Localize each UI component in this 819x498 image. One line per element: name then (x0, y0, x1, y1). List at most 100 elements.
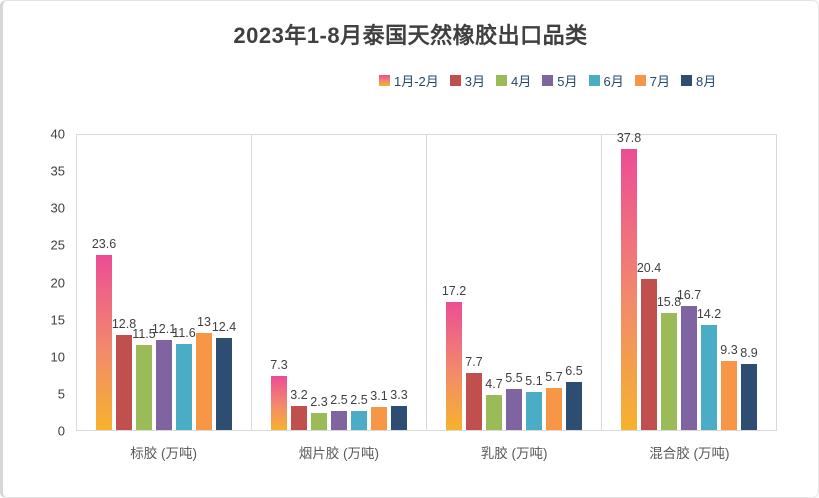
bar-value-label: 3.1 (370, 388, 388, 403)
legend-item-8月[interactable]: 8月 (680, 71, 716, 90)
bar-8月 (741, 363, 757, 430)
bar-value-label: 12.1 (151, 322, 177, 337)
legend-label: 3月 (464, 74, 486, 89)
bar-5月 (331, 411, 347, 430)
bar-slot: 3.3 (390, 135, 408, 430)
bar-value-label: 2.3 (310, 394, 328, 409)
bar-1月-2月 (621, 149, 637, 430)
bar-value-label: 23.6 (91, 236, 117, 251)
legend-label: 7月 (649, 74, 670, 89)
y-tick-label: 30 (50, 200, 65, 216)
bar-slot: 2.3 (310, 135, 328, 430)
category-band: 7.3 3.2 2.3 2.5 2.5 3.1 3.3 (252, 135, 427, 430)
bar-6月 (526, 392, 542, 430)
bar-value-label: 13 (197, 315, 211, 330)
legend-item-3月[interactable]: 3月 (449, 71, 486, 90)
bar-value-label: 11.6 (172, 325, 196, 340)
chart-title: 2023年1-8月泰国天然橡胶出口品类 (233, 23, 588, 48)
legend-label: 5月 (557, 74, 578, 89)
bar-value-label: 3.3 (390, 387, 408, 402)
bar-6月 (351, 411, 367, 430)
legend-label: 4月 (511, 74, 532, 89)
bar-group: 7.3 3.2 2.3 2.5 2.5 3.1 3.3 (252, 135, 426, 430)
bar-3月 (116, 334, 132, 430)
bar-slot: 23.6 (92, 135, 116, 430)
legend-item-1月-2月[interactable]: 1月-2月 (379, 71, 439, 90)
bar-5月 (156, 340, 172, 430)
legend-item-4月[interactable]: 4月 (496, 71, 531, 90)
bar-3月 (466, 372, 482, 430)
bar-slot: 11.5 (132, 135, 156, 430)
bar-slot: 12.4 (212, 135, 236, 430)
bar-slot: 3.1 (370, 135, 388, 430)
category-label: 混合胶 (万吨) (649, 446, 730, 461)
bar-value-label: 8.9 (740, 345, 758, 360)
y-tick-label: 20 (50, 275, 65, 290)
bar-slot: 4.7 (485, 135, 503, 430)
category-label: 标胶 (万吨) (130, 446, 197, 461)
bar-6月 (176, 343, 192, 430)
bar-value-label: 3.2 (290, 388, 308, 403)
bar-slot: 37.8 (617, 131, 641, 430)
bar-1月-2月 (96, 254, 112, 430)
y-tick-label: 10 (50, 349, 65, 365)
bar-value-label: 12.4 (211, 319, 237, 334)
bar-value-label: 12.8 (111, 316, 137, 331)
legend-swatch-icon (588, 75, 600, 86)
legend-item-6月[interactable]: 6月 (588, 71, 624, 90)
bar-value-label: 4.7 (485, 377, 503, 392)
legend-label: 1月-2月 (394, 74, 439, 89)
bar-7月 (371, 406, 387, 430)
bar-1月-2月 (446, 302, 462, 430)
bar-value-label: 6.5 (565, 363, 583, 378)
legend-swatch-icon (496, 75, 508, 86)
bar-4月 (136, 344, 152, 430)
y-tick-label: 5 (57, 386, 65, 402)
bar-slot: 11.6 (172, 135, 196, 430)
bar-slot: 12.8 (112, 135, 136, 430)
plot-area: 23.6 12.8 11.5 12.1 11.6 13 12.4 7.3 3.2 2.3 2.5 2.… (76, 131, 777, 431)
bar-slot: 16.7 (677, 135, 701, 430)
bar-slot: 5.7 (545, 135, 563, 430)
bar-value-label: 20.4 (636, 260, 662, 275)
bar-slot: 5.1 (525, 135, 543, 430)
bar-8月 (216, 337, 232, 430)
bar-slot: 2.5 (350, 135, 368, 430)
bar-8月 (566, 381, 582, 430)
category-label: 烟片胶 (万吨) (298, 446, 379, 461)
bar-slot: 2.5 (330, 135, 348, 430)
bar-value-label: 7.7 (465, 354, 483, 369)
bar-5月 (681, 306, 697, 430)
legend-item-5月[interactable]: 5月 (542, 71, 578, 90)
legend-label: 6月 (603, 74, 624, 89)
bar-4月 (311, 412, 327, 430)
category-band: 17.2 7.7 4.7 5.5 5.1 5.7 6.5 (427, 135, 602, 430)
bar-slot: 7.3 (270, 135, 288, 430)
bar-slot: 9.3 (720, 135, 738, 430)
legend: 1月-2月 3月 4月 5月 6月 7月 8月 (379, 71, 716, 90)
bar-5月 (506, 389, 522, 430)
bar-3月 (641, 278, 657, 430)
bar-value-label: 11.5 (132, 326, 156, 341)
bar-group: 17.2 7.7 4.7 5.5 5.1 5.7 6.5 (427, 135, 601, 430)
bar-value-label: 15.8 (656, 294, 682, 309)
bar-value-label: 2.5 (350, 393, 368, 408)
bar-slot: 12.1 (152, 135, 176, 430)
y-axis: 0 5 10 15 20 25 30 35 40 (3, 127, 65, 439)
bar-value-label: 9.3 (720, 342, 738, 357)
y-tick-label: 25 (50, 237, 65, 253)
legend-swatch-icon (680, 75, 692, 86)
bar-slot: 17.2 (442, 135, 466, 430)
bar-slot: 7.7 (465, 135, 483, 430)
bar-slot: 6.5 (565, 135, 583, 430)
bar-4月 (661, 312, 677, 430)
legend-item-7月[interactable]: 7月 (634, 71, 670, 90)
legend-swatch-icon (449, 75, 461, 86)
bar-slot: 14.2 (697, 135, 721, 430)
bar-4月 (486, 395, 502, 430)
bar-1月-2月 (271, 375, 287, 430)
bar-7月 (196, 333, 212, 430)
bar-value-label: 14.2 (696, 306, 722, 321)
bar-value-label: 16.7 (676, 288, 702, 303)
